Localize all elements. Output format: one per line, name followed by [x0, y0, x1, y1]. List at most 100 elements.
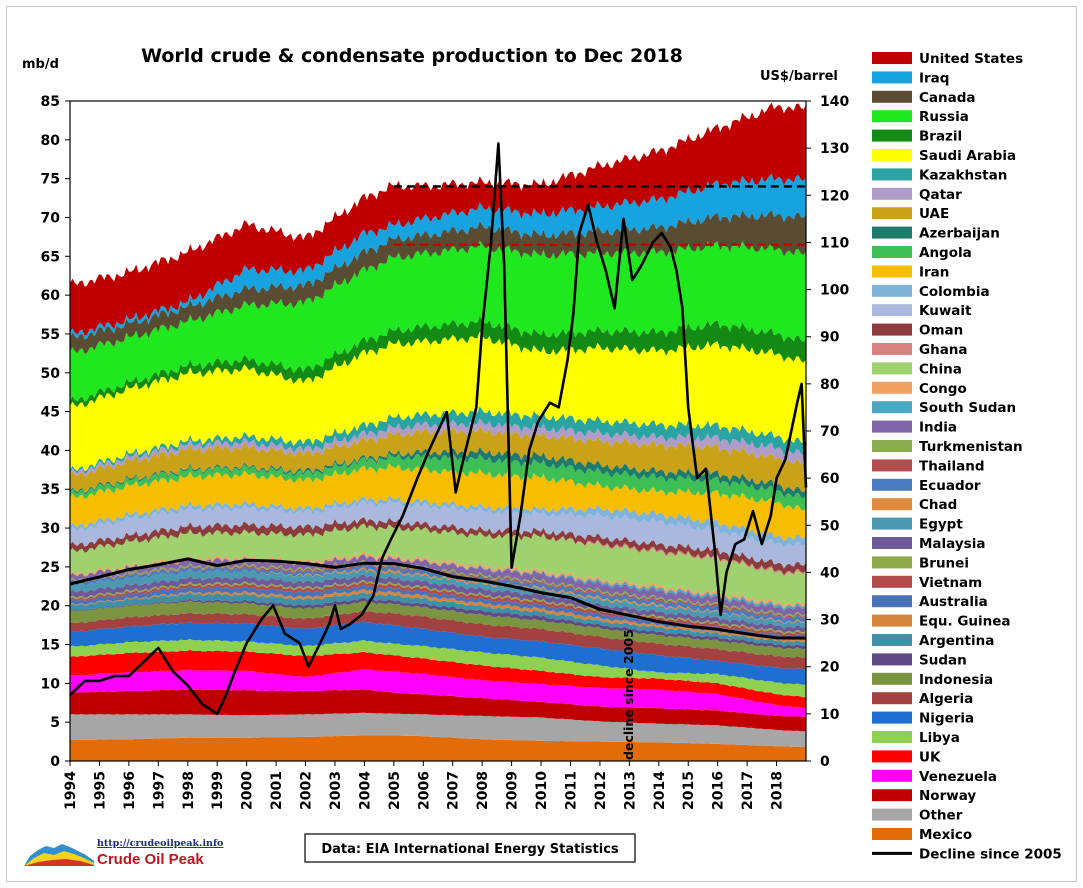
legend-label: Norway: [919, 788, 976, 804]
area-other: [70, 712, 806, 747]
legend-swatch: [872, 304, 912, 317]
x-axis-ticks: 1994 1995 1996 1997 1998 1999 2000 2001 2002 2003…: [63, 761, 786, 810]
x-tick-label: 2010: [534, 771, 550, 810]
legend-label: Angola: [919, 245, 972, 261]
legend-label: Saudi Arabia: [919, 148, 1016, 164]
x-tick-label: 1998: [181, 771, 197, 810]
reference-lines: [393, 185, 806, 246]
right-tick-label: 90: [820, 330, 840, 346]
x-tick-label: 2016: [711, 771, 727, 810]
legend-label: Iraq: [919, 70, 949, 86]
legend-swatch: [872, 653, 912, 666]
right-tick-label: 130: [820, 141, 849, 157]
x-tick-label: 2014: [652, 771, 668, 810]
legend-swatch: [872, 478, 912, 491]
legend-label: Congo: [919, 381, 967, 397]
legend-swatch: [872, 498, 912, 511]
legend-label: Colombia: [919, 284, 990, 300]
right-tick-label: 120: [820, 188, 849, 204]
area-iran: [70, 463, 806, 542]
left-tick-label: 80: [41, 133, 61, 149]
legend-swatch: [872, 265, 912, 278]
legend-label: UAE: [919, 206, 949, 222]
legend-label: Decline since 2005: [919, 846, 1062, 862]
legend-label: Ghana: [919, 342, 968, 358]
left-tick-label: 10: [41, 676, 61, 692]
legend-swatch: [872, 614, 912, 627]
legend-label: Oman: [919, 323, 963, 339]
area-equ-guinea: [70, 588, 806, 643]
legend-label: Venezuela: [919, 769, 997, 785]
legend-label: Argentina: [919, 633, 994, 649]
legend-label: Kazakhstan: [919, 167, 1007, 183]
area-algeria: [70, 610, 806, 670]
left-tick-label: 65: [41, 249, 60, 265]
legend-label: Russia: [919, 109, 969, 125]
area-russia: [70, 240, 806, 402]
x-tick-label: 1999: [210, 771, 226, 810]
legend-label: Egypt: [919, 517, 963, 533]
area-united-states: [70, 102, 806, 336]
legend-swatch: [872, 634, 912, 646]
area-iraq: [70, 173, 806, 340]
legend-swatch: [872, 226, 912, 239]
x-tick-label: 1995: [92, 771, 108, 810]
legend-swatch: [872, 459, 912, 472]
site-logo[interactable]: http://crudeoilpeak.info Crude Oil Peak: [24, 838, 223, 868]
x-tick-label: 2004: [357, 771, 373, 810]
x-tick-label: 2006: [416, 771, 432, 810]
legend-label: Ecuador: [919, 478, 981, 494]
x-tick-label: 2009: [505, 771, 521, 810]
legend-swatch: [872, 71, 912, 84]
legend-swatch: [872, 323, 912, 336]
area-sudan: [70, 597, 806, 650]
area-uk: [70, 649, 806, 708]
area-oman: [70, 517, 806, 576]
legend: United States Iraq Canada Russia Brazil Saudi…: [872, 51, 1062, 862]
legend-label: Other: [919, 808, 963, 824]
legend-label: Nigeria: [919, 711, 974, 727]
legend-label: Kuwait: [919, 303, 972, 319]
x-tick-label: 2018: [770, 771, 786, 810]
legend-label: Chad: [919, 497, 957, 513]
right-tick-label: 70: [820, 424, 840, 440]
legend-swatch: [872, 537, 912, 549]
right-tick-label: 140: [820, 94, 849, 110]
area-malaysia: [70, 574, 806, 634]
legend-swatch: [872, 168, 912, 181]
legend-swatch: [872, 207, 912, 220]
area-ecuador: [70, 563, 806, 624]
legend-swatch: [872, 828, 912, 840]
area-vietnam: [70, 581, 806, 637]
x-tick-label: 2017: [740, 771, 756, 810]
x-tick-label: 2013: [622, 771, 638, 810]
legend-label: Equ. Guinea: [919, 614, 1011, 630]
decline-since-2005-line: [69, 557, 807, 640]
legend-label: Australia: [919, 594, 988, 610]
area-uae: [70, 425, 806, 493]
area-egypt: [70, 568, 806, 629]
area-brazil: [70, 315, 806, 408]
left-tick-label: 40: [41, 443, 61, 459]
left-tick-label: 55: [41, 327, 60, 343]
x-tick-label: 2008: [475, 771, 491, 810]
legend-label: United States: [919, 51, 1023, 67]
left-tick-label: 70: [41, 210, 61, 226]
legend-swatch: [872, 381, 912, 394]
source-note: Data: EIA International Energy Statistic…: [321, 842, 619, 857]
legend-label: India: [919, 420, 957, 436]
area-india: [70, 554, 806, 618]
logo-url[interactable]: http://crudeoilpeak.info: [97, 838, 223, 849]
legend-label: Vietnam: [919, 575, 982, 591]
left-tick-label: 75: [41, 172, 60, 188]
area-angola: [70, 453, 806, 511]
area-congo: [70, 551, 806, 609]
legend-label: Brazil: [919, 129, 962, 145]
legend-label: Malaysia: [919, 536, 985, 552]
left-tick-label: 5: [50, 715, 60, 731]
left-tick-label: 15: [41, 638, 60, 654]
legend-swatch: [872, 401, 912, 414]
legend-label: Canada: [919, 90, 976, 106]
right-tick-label: 20: [820, 660, 840, 676]
x-tick-label: 2005: [387, 771, 403, 810]
